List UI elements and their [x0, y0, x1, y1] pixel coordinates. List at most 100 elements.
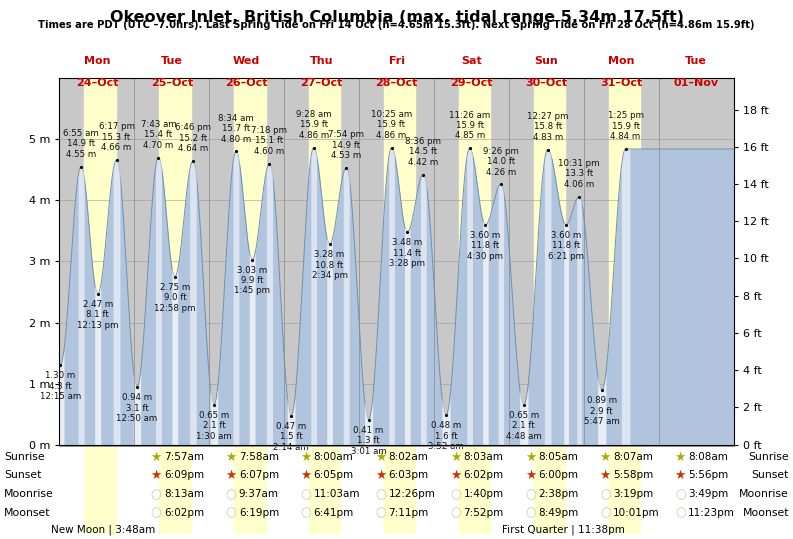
Text: ○: ○ [225, 488, 236, 501]
Bar [459, 78, 490, 445]
Text: 7:43 am
15.4 ft
4.70 m: 7:43 am 15.4 ft 4.70 m [140, 120, 176, 150]
Text: ○: ○ [450, 488, 461, 501]
Text: Sunset: Sunset [4, 471, 41, 480]
Text: 7:54 pm
14.9 ft
4.53 m: 7:54 pm 14.9 ft 4.53 m [328, 130, 364, 160]
Text: ○: ○ [301, 488, 312, 501]
Text: ★: ★ [600, 451, 611, 464]
Text: Sunrise: Sunrise [4, 452, 44, 462]
Text: 27–Oct: 27–Oct [301, 78, 343, 88]
Text: 5:56pm: 5:56pm [688, 471, 729, 480]
Text: 8:34 am
15.7 ft
4.80 m: 8:34 am 15.7 ft 4.80 m [218, 114, 254, 143]
Text: 6:00pm: 6:00pm [538, 471, 578, 480]
Text: 24–Oct: 24–Oct [75, 78, 118, 88]
Text: 28–Oct: 28–Oct [375, 78, 418, 88]
Text: 7:18 pm
15.1 ft
4.60 m: 7:18 pm 15.1 ft 4.60 m [251, 126, 288, 156]
Text: 2.47 m
8.1 ft
12:13 pm: 2.47 m 8.1 ft 12:13 pm [77, 300, 118, 330]
Text: ○: ○ [600, 507, 611, 520]
Text: 6:17 pm
15.3 ft
4.66 m: 6:17 pm 15.3 ft 4.66 m [98, 122, 135, 152]
Text: Tue: Tue [161, 56, 182, 66]
Bar [659, 78, 734, 445]
Text: First Quarter | 11:38pm: First Quarter | 11:38pm [502, 524, 624, 535]
Text: 7:52pm: 7:52pm [463, 508, 504, 518]
Text: 2.75 m
9.0 ft
12:58 pm: 2.75 m 9.0 ft 12:58 pm [154, 283, 196, 313]
Text: 1:25 pm
15.9 ft
4.84 m: 1:25 pm 15.9 ft 4.84 m [607, 111, 644, 141]
Text: ★: ★ [525, 469, 536, 482]
Text: 8:49pm: 8:49pm [538, 508, 579, 518]
Bar [384, 78, 416, 445]
Text: ★: ★ [300, 469, 312, 482]
Text: ○: ○ [301, 507, 312, 520]
Text: ○: ○ [375, 488, 386, 501]
Text: ★: ★ [150, 469, 162, 482]
Text: 7:58am: 7:58am [239, 452, 279, 462]
Text: 0.89 m
2.9 ft
5:47 am: 0.89 m 2.9 ft 5:47 am [584, 396, 619, 426]
Text: ★: ★ [450, 469, 461, 482]
Text: ○: ○ [600, 488, 611, 501]
Text: 3:49pm: 3:49pm [688, 489, 729, 499]
Text: 7:57am: 7:57am [164, 452, 204, 462]
Text: 8:36 pm
14.5 ft
4.42 m: 8:36 pm 14.5 ft 4.42 m [405, 137, 442, 167]
Text: 0.94 m
3.1 ft
12:50 am: 0.94 m 3.1 ft 12:50 am [117, 393, 158, 423]
Text: 6:07pm: 6:07pm [239, 471, 279, 480]
Text: 11:23pm: 11:23pm [688, 508, 735, 518]
Text: 8:02am: 8:02am [389, 452, 428, 462]
Text: 8:03am: 8:03am [463, 452, 504, 462]
Text: 3.60 m
11.8 ft
4:30 pm: 3.60 m 11.8 ft 4:30 pm [467, 231, 504, 261]
Text: Wed: Wed [233, 56, 260, 66]
Bar [234, 78, 266, 445]
Bar [534, 446, 565, 534]
Text: 6:41pm: 6:41pm [314, 508, 354, 518]
Text: Okeover Inlet, British Columbia (max. tidal range 5.34m 17.5ft): Okeover Inlet, British Columbia (max. ti… [109, 10, 684, 25]
Bar [609, 78, 640, 445]
Text: Sun: Sun [534, 56, 558, 66]
Text: 0.65 m
2.1 ft
1:30 am: 0.65 m 2.1 ft 1:30 am [196, 411, 232, 441]
Text: 6:05pm: 6:05pm [314, 471, 354, 480]
Text: Mon: Mon [608, 56, 634, 66]
Text: 1.30 m
4.3 ft
12:15 am: 1.30 m 4.3 ft 12:15 am [40, 371, 81, 401]
Text: 8:05am: 8:05am [538, 452, 578, 462]
Text: 3.28 m
10.8 ft
2:34 pm: 3.28 m 10.8 ft 2:34 pm [312, 251, 347, 280]
Text: 3:19pm: 3:19pm [613, 489, 653, 499]
Text: ★: ★ [675, 469, 686, 482]
Text: 10:31 pm
13.3 ft
4.06 m: 10:31 pm 13.3 ft 4.06 m [558, 159, 600, 189]
Text: 30–Oct: 30–Oct [525, 78, 567, 88]
Text: 10:25 am
15.9 ft
4.86 m: 10:25 am 15.9 ft 4.86 m [371, 110, 412, 140]
Text: 8:07am: 8:07am [613, 452, 653, 462]
Bar [84, 78, 116, 445]
Text: 3.03 m
9.9 ft
1:45 pm: 3.03 m 9.9 ft 1:45 pm [234, 266, 270, 295]
Text: Times are PDT (UTC –7.0hrs). Last Spring Tide on Fri 14 Oct (h=4.65m 15.3ft). Ne: Times are PDT (UTC –7.0hrs). Last Spring… [38, 20, 755, 31]
Text: Thu: Thu [310, 56, 333, 66]
Text: 12:27 pm
15.8 ft
4.83 m: 12:27 pm 15.8 ft 4.83 m [527, 112, 569, 142]
Bar [384, 446, 416, 534]
Bar [459, 446, 490, 534]
Text: 8:00am: 8:00am [314, 452, 354, 462]
Bar [309, 78, 340, 445]
Bar [159, 78, 191, 445]
Text: 6:02pm: 6:02pm [463, 471, 504, 480]
Text: ○: ○ [525, 488, 536, 501]
Text: ★: ★ [225, 451, 236, 464]
Bar [534, 78, 565, 445]
Text: 6:02pm: 6:02pm [164, 508, 204, 518]
Text: 10:01pm: 10:01pm [613, 508, 660, 518]
Text: Moonset: Moonset [742, 508, 789, 518]
Text: ★: ★ [525, 451, 536, 464]
Bar [84, 446, 116, 534]
Text: Mon: Mon [84, 56, 110, 66]
Bar [159, 446, 191, 534]
Text: ★: ★ [150, 451, 162, 464]
Text: Sunrise: Sunrise [749, 452, 789, 462]
Text: 0.48 m
1.6 ft
3:52 am: 0.48 m 1.6 ft 3:52 am [428, 421, 464, 451]
Text: ○: ○ [151, 488, 162, 501]
Text: Fri: Fri [389, 56, 404, 66]
Text: ★: ★ [225, 469, 236, 482]
Text: ○: ○ [375, 507, 386, 520]
Text: 01–Nov: 01–Nov [673, 78, 718, 88]
Text: 6:19pm: 6:19pm [239, 508, 279, 518]
Text: 0.41 m
1.3 ft
3:01 am: 0.41 m 1.3 ft 3:01 am [351, 426, 386, 455]
Text: Tue: Tue [685, 56, 707, 66]
Text: Moonset: Moonset [4, 508, 51, 518]
Text: 6:46 pm
15.2 ft
4.64 m: 6:46 pm 15.2 ft 4.64 m [175, 123, 211, 153]
Text: 9:26 pm
14.0 ft
4.26 m: 9:26 pm 14.0 ft 4.26 m [483, 147, 519, 176]
Text: 25–Oct: 25–Oct [151, 78, 193, 88]
